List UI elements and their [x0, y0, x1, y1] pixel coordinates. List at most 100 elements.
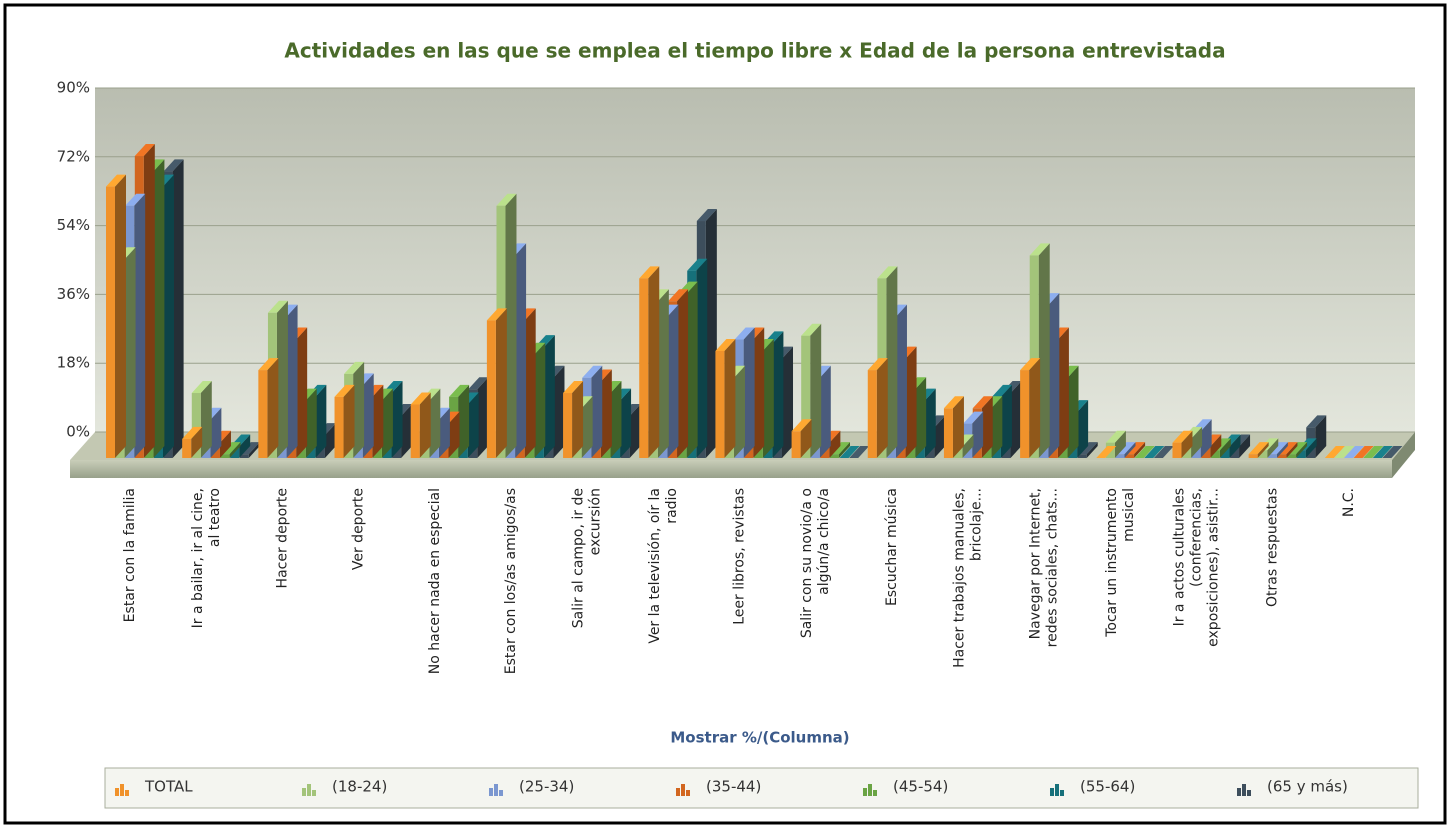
- x-tick-label: Estar con los/as amigos/as: [503, 488, 519, 674]
- bar-top: [258, 358, 279, 371]
- legend-icon: [489, 788, 493, 796]
- bar-front: [1029, 255, 1039, 458]
- legend-icon: [1050, 788, 1054, 796]
- bar-side: [972, 411, 984, 458]
- floor-edge: [70, 460, 1392, 478]
- bar-front: [801, 335, 811, 458]
- y-tick-label: 18%: [57, 354, 90, 372]
- bar-top: [963, 411, 984, 424]
- bar-side: [1315, 415, 1327, 458]
- legend-label: (35-44): [706, 778, 761, 796]
- bar-top: [1353, 446, 1374, 458]
- bar-side: [1124, 442, 1136, 458]
- bar-side: [448, 411, 460, 458]
- bar-top: [734, 327, 755, 340]
- bar-front: [791, 431, 801, 458]
- bar-side: [477, 377, 489, 458]
- bar-side: [1181, 430, 1193, 458]
- bar-side: [362, 373, 374, 458]
- bar-top: [943, 396, 964, 409]
- bar: [334, 384, 355, 458]
- legend-icon: [312, 790, 316, 796]
- bar-side: [229, 442, 241, 458]
- bar-top: [563, 381, 584, 394]
- bar-top: [668, 289, 689, 302]
- bar-front: [1077, 454, 1087, 458]
- back-wall: [95, 88, 1415, 432]
- legend-item: TOTAL: [115, 778, 193, 796]
- bar-side: [1305, 438, 1317, 458]
- bar-top: [849, 446, 870, 458]
- bar-side: [743, 327, 755, 458]
- bar: [1153, 446, 1174, 458]
- bar-side: [248, 442, 260, 458]
- bar-side: [1134, 442, 1146, 458]
- bar-front: [1125, 454, 1135, 458]
- bar-top: [801, 323, 822, 336]
- bar-top: [1029, 243, 1050, 256]
- y-tick-label: 36%: [57, 285, 90, 303]
- bar: [486, 308, 507, 458]
- bar-front: [191, 393, 201, 458]
- bar: [182, 426, 203, 458]
- bar-side: [401, 403, 413, 458]
- bar-top: [696, 209, 717, 222]
- y-tick-label: 0%: [66, 423, 90, 441]
- bar-side: [124, 247, 136, 458]
- bar-side: [115, 174, 126, 458]
- bar: [1096, 446, 1117, 458]
- bar: [1344, 446, 1365, 458]
- bar-top: [991, 384, 1012, 397]
- bar-side: [657, 289, 669, 458]
- bar-top: [182, 426, 203, 439]
- bar-top: [877, 266, 898, 279]
- x-tick-label: Tocar un instrumento musical: [1104, 488, 1137, 638]
- bar-top: [1144, 446, 1165, 458]
- bar-side: [600, 369, 612, 458]
- bar-top: [410, 392, 431, 405]
- bar-side: [1200, 419, 1212, 458]
- x-tick-label: No hacer nada en especial: [427, 488, 443, 674]
- bar-side: [934, 415, 946, 458]
- bar-side: [1296, 442, 1308, 458]
- bar-front: [410, 404, 420, 458]
- y-tick-label: 90%: [57, 79, 90, 97]
- bar: [715, 338, 736, 458]
- bar-top: [106, 174, 126, 187]
- bar-side: [210, 407, 222, 458]
- bar-top: [486, 308, 507, 321]
- bar-top: [1306, 415, 1327, 428]
- bar-front: [486, 320, 496, 458]
- bar-top: [1334, 446, 1355, 458]
- bar-side: [686, 281, 698, 458]
- x-tick-label: Hacer deporte: [274, 488, 290, 588]
- bar-side: [829, 430, 841, 458]
- bar: [1172, 430, 1193, 458]
- bar-side: [1267, 438, 1279, 458]
- x-tick-label: N.C.: [1341, 488, 1357, 517]
- legend-icon: [1242, 784, 1246, 796]
- bar-side: [924, 388, 936, 458]
- x-axis-label: Mostrar %/(Columna): [670, 729, 849, 747]
- bar-side: [962, 434, 974, 458]
- bar-side: [305, 388, 317, 458]
- bar-top: [1105, 430, 1126, 443]
- bar: [1382, 446, 1403, 458]
- bar-side: [819, 365, 831, 458]
- x-tick-label: Leer libros, revistas: [732, 488, 748, 625]
- bar-front: [182, 438, 192, 458]
- bar: [106, 174, 126, 458]
- bar-side: [905, 346, 917, 458]
- bar-side: [1048, 293, 1060, 458]
- bar-side: [1210, 434, 1222, 458]
- bar-top: [639, 266, 660, 279]
- bar-side: [419, 392, 431, 458]
- bar: [410, 392, 431, 458]
- legend-label: (45-54): [893, 778, 948, 796]
- bar-front: [1277, 454, 1287, 458]
- legend-icon: [1055, 784, 1059, 796]
- bar-top: [191, 381, 212, 394]
- legend-icon: [873, 790, 877, 796]
- bar-front: [715, 350, 725, 458]
- bar-top: [334, 384, 355, 397]
